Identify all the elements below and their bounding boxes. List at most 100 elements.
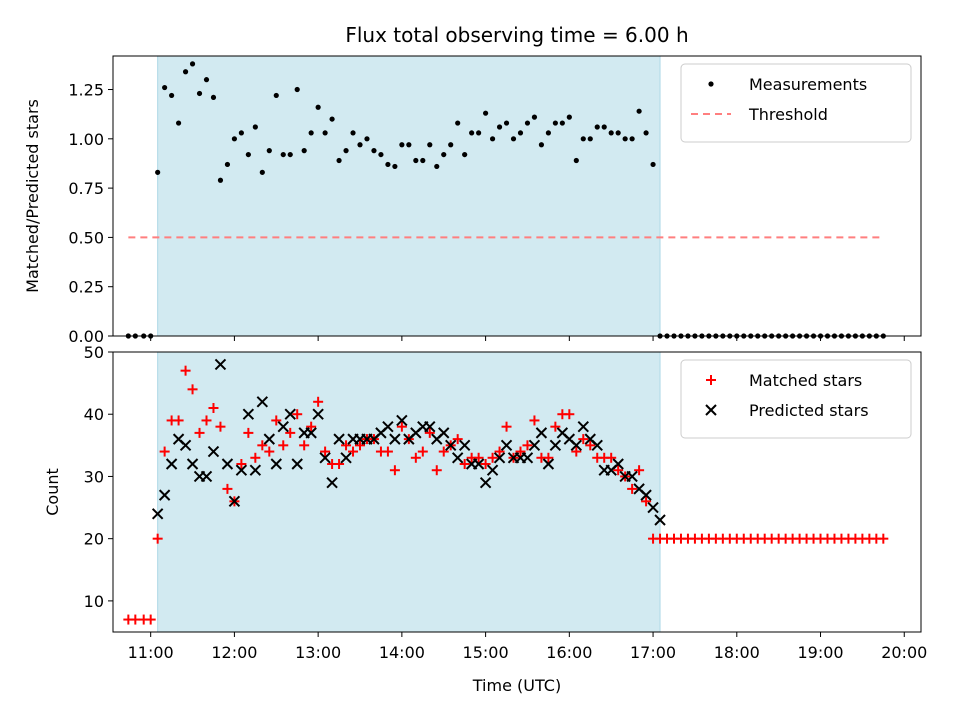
measurement-point xyxy=(196,90,203,97)
predicted-star-point xyxy=(654,514,666,526)
predicted-star-point xyxy=(479,476,492,489)
bottom-xtick-label: 20:00 xyxy=(881,643,927,662)
measurement-point xyxy=(294,86,300,93)
predicted-star-point xyxy=(214,358,227,371)
measurement-point xyxy=(399,142,405,148)
measurement-point xyxy=(455,120,461,126)
bottom-ytick-label: 40 xyxy=(84,405,104,424)
measurement-point xyxy=(434,163,440,170)
predicted-star-point xyxy=(549,439,562,452)
matched-star-point xyxy=(243,427,254,438)
measurement-point xyxy=(224,161,231,168)
matched-star-point xyxy=(585,440,596,451)
matched-star-point xyxy=(487,452,498,463)
predicted-star-point xyxy=(151,508,164,520)
matched-star-point xyxy=(606,452,617,463)
bottom-ytick-label: 30 xyxy=(84,467,104,486)
matched-star-point xyxy=(878,533,889,544)
measurement-point xyxy=(462,151,468,158)
measurement-point xyxy=(315,104,321,110)
bottom-xlabel: Time (UTC) xyxy=(472,676,561,695)
predicted-star-point xyxy=(438,427,450,439)
bottom-xtick-label: 17:00 xyxy=(630,643,676,662)
measurement-point xyxy=(573,157,579,164)
predicted-star-point xyxy=(333,433,345,445)
measurement-point xyxy=(371,148,377,154)
matched-star-point xyxy=(278,440,289,451)
bottom-xtick-label: 11:00 xyxy=(128,643,174,662)
predicted-star-point xyxy=(319,452,331,464)
predicted-star-point xyxy=(500,439,513,452)
matched-star-point xyxy=(417,446,428,457)
measurement-point xyxy=(552,120,558,126)
measurement-point xyxy=(615,130,621,136)
measurement-point xyxy=(441,151,447,158)
measurement-point xyxy=(385,161,391,168)
measurement-point xyxy=(322,130,328,136)
legend-label: Threshold xyxy=(748,105,828,124)
predicted-star-point xyxy=(305,427,317,439)
matched-star-point xyxy=(480,459,491,469)
legend-box xyxy=(680,359,912,439)
measurement-point xyxy=(182,69,189,75)
legend-predicted-swatch xyxy=(705,404,717,416)
matched-star-point xyxy=(438,446,449,457)
measurement-point xyxy=(266,148,272,154)
bottom-panel: 10 20 30 40 50 11:00 12:00 13:00 14:00 15:00 16:00… xyxy=(84,343,928,662)
matched-star-point xyxy=(334,459,345,469)
measurement-point xyxy=(524,120,531,126)
predicted-star-point xyxy=(165,458,178,470)
top-ytick-label: 0.75 xyxy=(68,179,104,198)
measurement-point xyxy=(489,136,496,142)
matched-star-point xyxy=(285,427,296,438)
matched-star-point xyxy=(424,427,435,438)
measurement-point xyxy=(510,136,517,142)
predicted-star-point xyxy=(612,458,624,470)
measurement-point xyxy=(364,136,370,142)
predicted-star-point xyxy=(542,458,555,470)
measurement-point xyxy=(413,157,419,164)
measurement-point xyxy=(629,136,635,142)
predicted-star-point xyxy=(270,458,282,470)
predicted-star-point xyxy=(340,452,352,464)
matched-star-point xyxy=(257,440,268,451)
matched-star-point xyxy=(187,384,198,395)
measurement-point xyxy=(287,151,293,158)
predicted-star-point xyxy=(472,458,485,470)
predicted-star-point xyxy=(458,439,471,452)
predicted-star-point xyxy=(396,414,408,427)
bottom-xtick-label: 19:00 xyxy=(797,643,843,662)
matched-star-point xyxy=(396,421,407,432)
measurement-point xyxy=(594,124,600,130)
top-series-0 xyxy=(125,61,886,339)
predicted-star-point xyxy=(284,408,296,420)
matched-star-point xyxy=(271,415,282,426)
top-axes-frame xyxy=(112,55,922,337)
legend-box xyxy=(680,63,912,143)
predicted-star-point xyxy=(389,433,401,445)
predicted-star-point xyxy=(207,445,220,458)
measurement-point xyxy=(378,151,384,158)
measurement-point xyxy=(643,130,649,136)
bottom-ylabel: Count xyxy=(43,468,62,516)
matched-star-point xyxy=(236,459,247,469)
matched-star-point xyxy=(459,459,470,469)
legend-label: Predicted stars xyxy=(749,401,869,420)
predicted-star-point xyxy=(291,458,303,470)
matched-star-point xyxy=(292,409,303,420)
measurement-point xyxy=(622,136,628,142)
measurement-point xyxy=(503,120,510,126)
predicted-star-point xyxy=(577,420,589,433)
measurement-point xyxy=(517,130,524,136)
matched-star-point xyxy=(173,415,184,426)
matched-star-point xyxy=(299,440,310,451)
predicted-star-point xyxy=(528,439,541,452)
bottom-xtick-label: 18:00 xyxy=(714,643,760,662)
predicted-star-point xyxy=(451,452,464,464)
top-ytick-label: 0.00 xyxy=(68,327,104,346)
matched-star-point xyxy=(208,403,219,413)
predicted-star-point xyxy=(158,489,171,501)
predicted-star-point xyxy=(382,420,394,433)
bottom-series-0 xyxy=(123,365,889,625)
top-panel: 0.00 0.25 0.50 0.75 1.00 1.25 Measurements Thre… xyxy=(68,55,922,346)
